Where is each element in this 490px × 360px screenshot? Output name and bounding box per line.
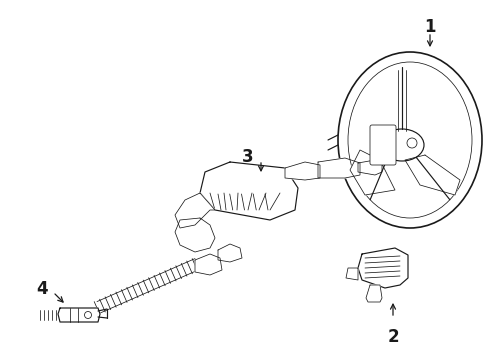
Polygon shape [58, 308, 100, 322]
Polygon shape [175, 218, 215, 252]
Polygon shape [358, 248, 408, 288]
Polygon shape [218, 244, 242, 262]
Ellipse shape [380, 129, 424, 161]
FancyBboxPatch shape [370, 125, 396, 165]
Ellipse shape [338, 52, 482, 228]
Polygon shape [405, 155, 460, 195]
Text: 3: 3 [242, 148, 254, 166]
Polygon shape [358, 160, 382, 175]
Text: 4: 4 [36, 280, 48, 298]
Polygon shape [366, 285, 382, 302]
Polygon shape [346, 268, 358, 280]
Polygon shape [200, 162, 298, 220]
Text: 2: 2 [387, 328, 399, 346]
Text: 1: 1 [424, 18, 436, 36]
Polygon shape [175, 193, 215, 228]
Polygon shape [285, 162, 320, 180]
Polygon shape [318, 158, 360, 178]
Polygon shape [195, 254, 222, 275]
Polygon shape [350, 150, 395, 195]
